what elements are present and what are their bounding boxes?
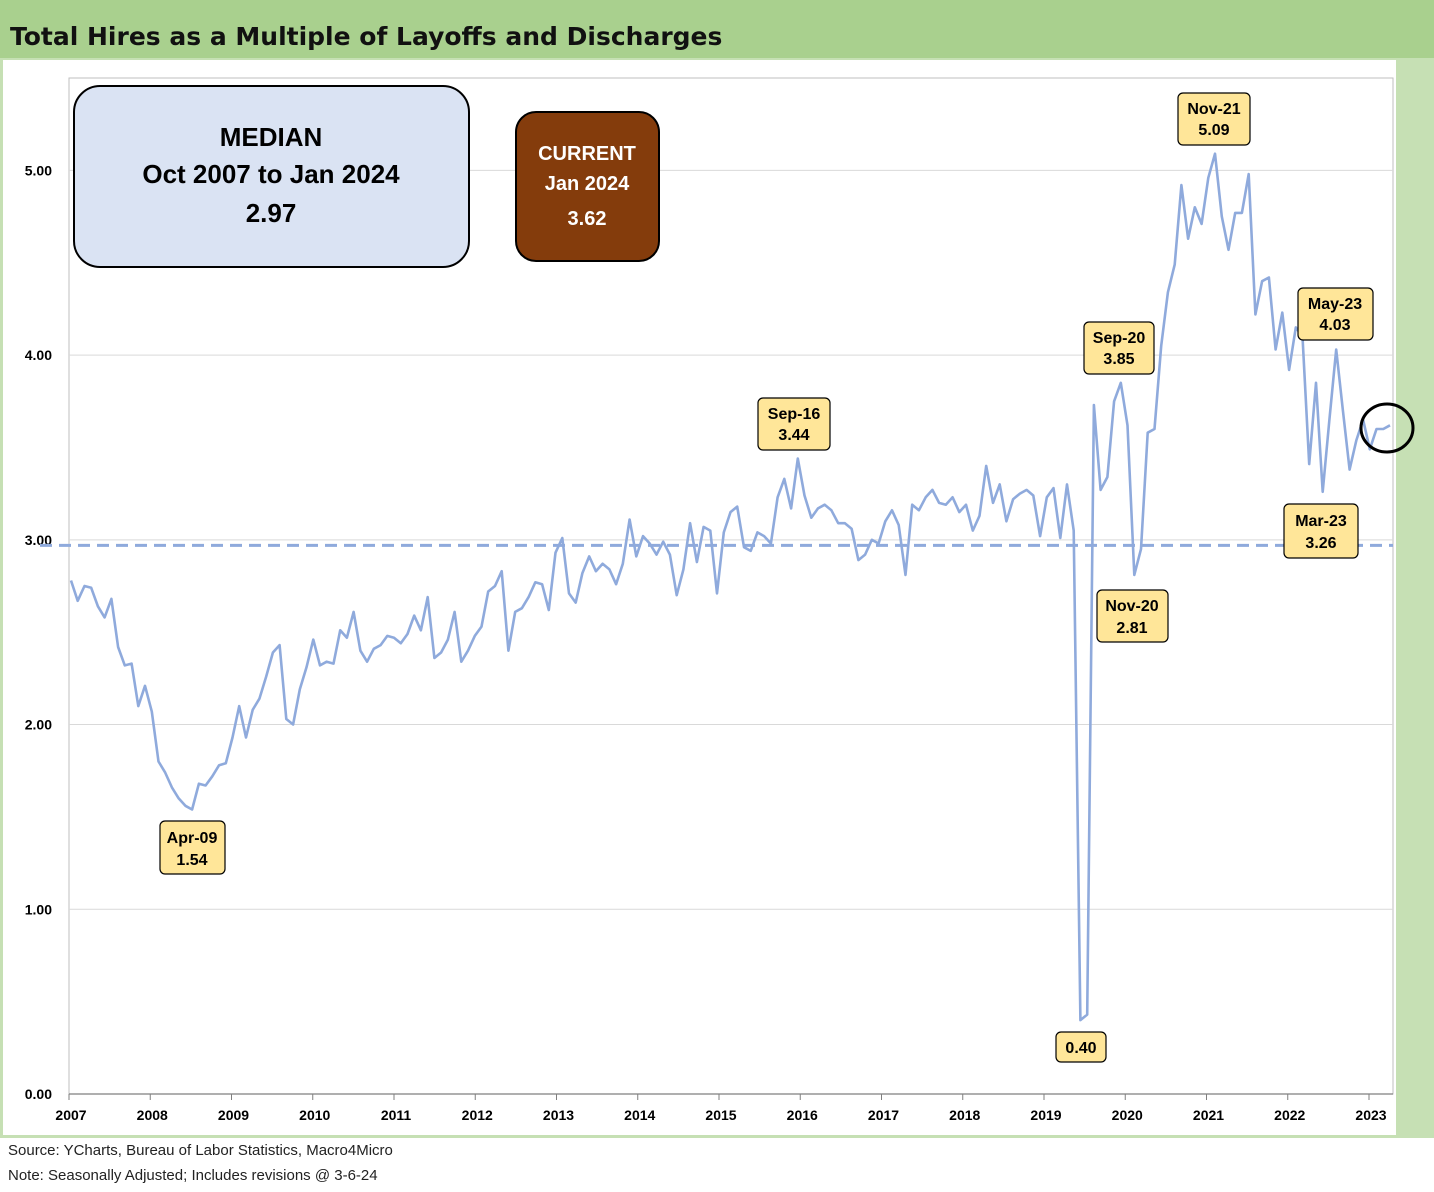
x-tick-label: 2021 [1193, 1107, 1224, 1123]
callout-value: 4.03 [1319, 317, 1350, 334]
median-box: MEDIAN Oct 2007 to Jan 2024 2.97 [73, 85, 470, 268]
y-tick-label: 5.00 [25, 162, 52, 178]
current-box-line2: Jan 2024 [545, 173, 630, 195]
x-axis: 2007 2008 2009 2010 2011 2012 2013 2014 2015 2016… [55, 1093, 1393, 1123]
current-box: CURRENT Jan 2024 3.62 [515, 111, 660, 262]
x-tick-label: 2009 [218, 1107, 249, 1123]
series-line [69, 152, 1391, 1022]
callout-sep-20: Sep-20 3.85 [1083, 321, 1155, 375]
x-tick-label: 2014 [624, 1107, 655, 1123]
x-tick-label: 2017 [868, 1107, 899, 1123]
callout-may-23: May-23 4.03 [1297, 287, 1374, 341]
callout-mar-23: Mar-23 3.26 [1283, 503, 1359, 559]
callout-sep-16: Sep-16 3.44 [757, 397, 831, 451]
x-tick-label: 2010 [299, 1107, 330, 1123]
callout-label: May-23 [1308, 296, 1362, 313]
source-note: Source: YCharts, Bureau of Labor Statist… [8, 1142, 393, 1159]
x-tick-label: 2018 [949, 1107, 980, 1123]
callout-low-2020: 0.40 [1055, 1031, 1107, 1063]
callout-value: 5.09 [1198, 122, 1229, 139]
callout-label: Sep-16 [768, 406, 821, 423]
x-tick-label: 2012 [462, 1107, 493, 1123]
callout-value: 3.26 [1305, 535, 1336, 552]
x-tick-label: 2016 [787, 1107, 818, 1123]
title-bar: Total Hires as a Multiple of Layoffs and… [0, 0, 1434, 59]
callout-nov-21: Nov-21 5.09 [1177, 92, 1251, 146]
callout-value: 0.40 [1065, 1040, 1096, 1057]
callout-value: 2.81 [1116, 620, 1147, 637]
x-tick-label: 2020 [1112, 1107, 1143, 1123]
callout-apr-09: Apr-09 1.54 [159, 820, 226, 875]
x-tick-label: 2011 [381, 1107, 412, 1123]
x-tick-label: 2015 [705, 1107, 736, 1123]
current-marker-circle [1359, 402, 1415, 454]
x-tick-label: 2007 [55, 1107, 86, 1123]
current-box-line1: CURRENT [538, 143, 636, 165]
callout-label: Apr-09 [167, 830, 218, 847]
callout-label: Nov-21 [1187, 101, 1240, 118]
median-box-line1: MEDIAN [220, 122, 323, 152]
y-tick-label: 3.00 [25, 532, 52, 548]
x-tick-label: 2008 [137, 1107, 168, 1123]
callout-value: 3.85 [1103, 351, 1134, 368]
median-box-line2: Oct 2007 to Jan 2024 [142, 159, 400, 189]
chart-title: Total Hires as a Multiple of Layoffs and… [10, 22, 723, 51]
adjustment-note: Note: Seasonally Adjusted; Includes revi… [8, 1167, 378, 1184]
x-tick-label: 2023 [1355, 1107, 1386, 1123]
callout-nov-20: Nov-20 2.81 [1096, 589, 1169, 643]
y-tick-label: 1.00 [25, 901, 52, 917]
callout-label: Sep-20 [1093, 330, 1146, 347]
x-tick-label: 2019 [1030, 1107, 1061, 1123]
callout-value: 1.54 [176, 852, 207, 869]
footer: Source: YCharts, Bureau of Labor Statist… [0, 1138, 1434, 1192]
current-box-line3: 3.62 [568, 208, 607, 230]
x-tick-label: 2022 [1274, 1107, 1305, 1123]
y-tick-label: 0.00 [25, 1086, 52, 1102]
callout-value: 3.44 [778, 427, 809, 444]
y-tick-label: 4.00 [25, 347, 52, 363]
y-tick-label: 2.00 [25, 717, 52, 733]
x-tick-label: 2013 [543, 1107, 574, 1123]
callout-label: Nov-20 [1105, 598, 1158, 615]
median-box-line3: 2.97 [246, 198, 297, 228]
y-axis: 0.00 1.00 2.00 3.00 4.00 5.00 [25, 162, 52, 1102]
callout-label: Mar-23 [1295, 513, 1347, 530]
